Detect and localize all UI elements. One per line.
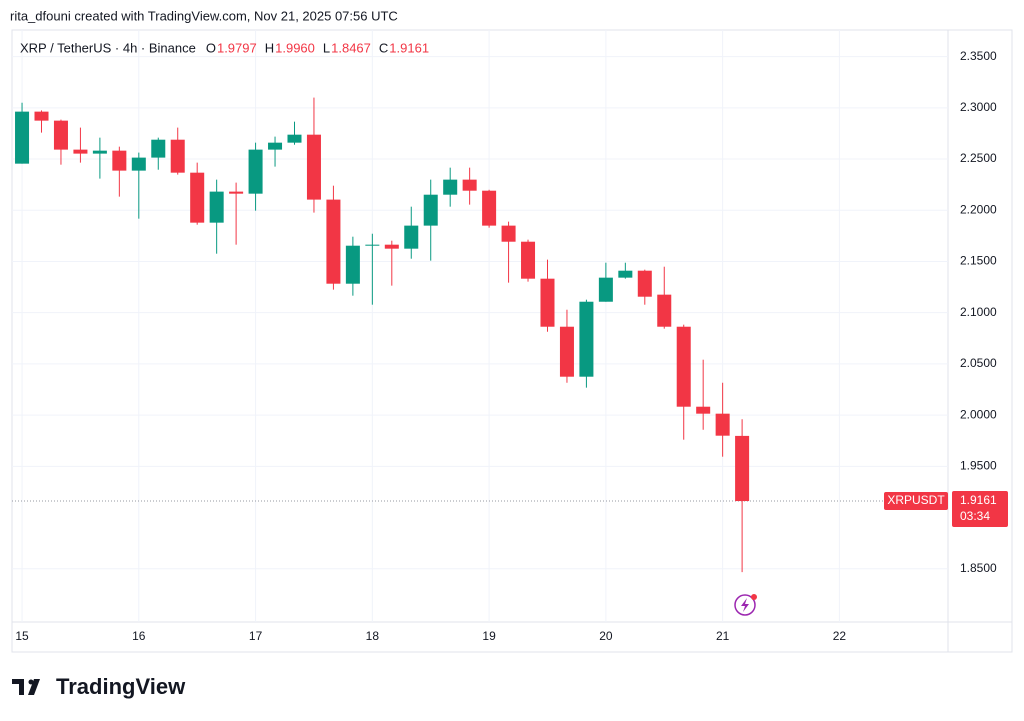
candle-body [287,134,302,143]
candle-body [112,150,127,171]
attribution: rita_dfouni created with TradingView.com… [10,8,398,23]
logo: TradingView [12,674,186,699]
candle-body [540,278,555,327]
candle-body [15,111,30,164]
event-icon [734,594,757,616]
candle-body [715,413,730,436]
ohlc-key: C [379,40,388,55]
y-tick-label: 1.8500 [960,561,997,575]
chart-title: XRP / TetherUS · 4h · Binance [20,40,196,55]
candle-body [248,149,263,194]
y-tick-label: 2.2500 [960,151,997,165]
x-tick-label: 16 [132,629,146,643]
candle-body [637,270,652,297]
candles [0,95,750,573]
candle-body [579,301,594,377]
price-name: XRPUSDT [887,493,945,507]
ohlc-value: 1.8467 [331,40,371,55]
candle-body [657,294,672,327]
ohlc-key: O [206,40,216,55]
y-tick-label: 2.0500 [960,356,997,370]
candle-body [170,139,185,173]
x-tick-label: 17 [249,629,263,643]
y-tick-label: 1.9500 [960,458,997,472]
candle-body [326,199,341,284]
ohlc-key: L [323,40,330,55]
candle-body [306,134,321,200]
labels: 1.8500 1.9500 2.0000 2.0500 2.1000 2.1500 2.20… [15,49,1008,643]
price-countdown: 03:34 [960,509,990,523]
candle-body [521,241,536,279]
candle-body [151,139,166,158]
logo-text: TradingView [56,674,186,699]
y-tick-label: 2.2000 [960,202,997,216]
candle-body [696,406,711,414]
candle-body [443,179,458,195]
candle-body [618,270,633,278]
candle-body [365,244,380,246]
candle-body [559,326,574,377]
y-tick-label: 2.0000 [960,407,997,421]
x-tick-label: 20 [599,629,613,643]
x-tick-label: 15 [15,629,29,643]
candle-body [53,120,68,150]
frame [11,29,1013,653]
y-tick-label: 2.1500 [960,254,997,268]
candle-body [92,150,107,154]
header: XRP / TetherUS · 4h · Binance O 1.9797 H 1.9… [20,40,429,55]
ohlc-key: H [265,40,274,55]
y-tick-label: 2.3000 [960,100,997,114]
candle-body [598,277,613,302]
y-tick-label: 2.3500 [960,49,997,63]
x-tick-label: 22 [833,629,847,643]
candle-body [0,95,10,165]
candle-body [73,149,88,154]
candle-body [229,191,244,194]
price-value-box [952,491,1008,528]
x-tick-label: 18 [366,629,380,643]
candle-body [423,194,438,226]
candle-body [384,244,399,249]
candle-body [482,190,497,226]
candle-body [34,111,49,121]
ohlc-value: 1.9960 [275,40,315,55]
x-tick-label: 19 [482,629,496,643]
candle-body [404,225,419,249]
candle-body [268,142,283,150]
ohlc-value: 1.9797 [217,40,257,55]
ohlc-value: 1.9161 [389,40,429,55]
candle-body [735,435,750,502]
candle-body [345,245,360,284]
grid [12,30,948,622]
candle-body [676,326,691,407]
x-tick-label: 21 [716,629,730,643]
candle-body [209,191,224,223]
candle-body [190,172,205,223]
candle-body [462,179,477,191]
price-name-box [884,492,948,511]
candle-body [131,157,146,171]
candle-body [501,225,516,242]
y-tick-label: 2.1000 [960,305,997,319]
price-value: 1.9161 [960,493,997,507]
